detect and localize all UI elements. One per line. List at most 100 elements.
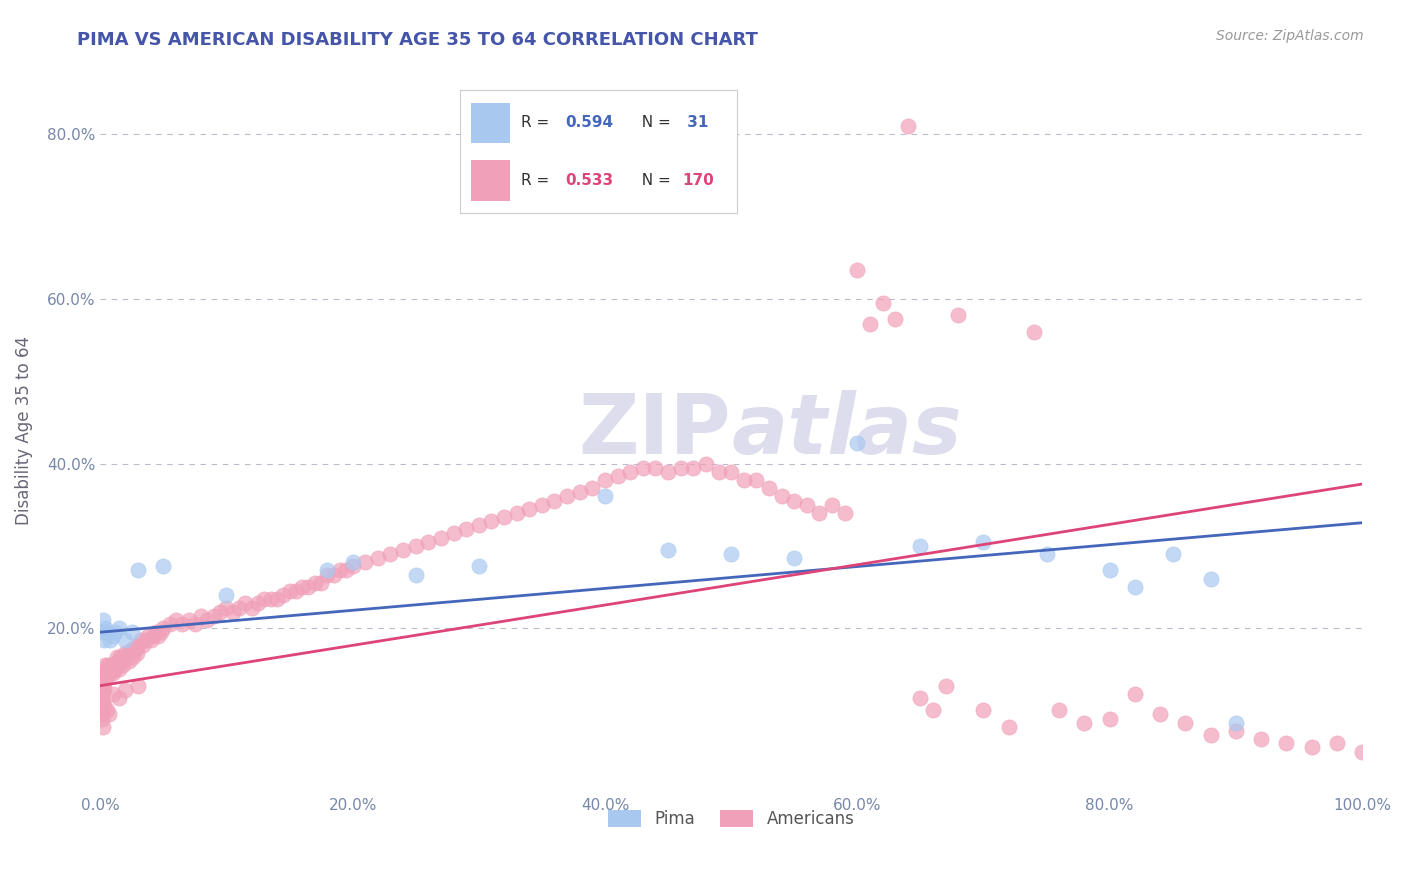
Point: [222, 605, 245, 619]
Point: [108, 662, 131, 676]
Point: [129, 633, 152, 648]
Point: [253, 592, 276, 607]
Point: [104, 662, 127, 676]
Point: [1199, 572, 1222, 586]
Y-axis label: Disability Age 35 to 64: Disability Age 35 to 64: [15, 336, 32, 525]
Point: [132, 638, 155, 652]
Point: [91, 682, 114, 697]
Point: [316, 564, 339, 578]
Point: [291, 580, 314, 594]
Point: [1225, 723, 1247, 738]
Point: [90, 687, 112, 701]
Point: [1123, 687, 1146, 701]
Point: [834, 506, 856, 520]
Point: [93, 666, 115, 681]
Point: [1035, 547, 1057, 561]
Point: [1199, 728, 1222, 742]
Point: [110, 649, 132, 664]
Point: [479, 514, 502, 528]
Point: [1301, 740, 1323, 755]
Point: [543, 493, 565, 508]
Point: [707, 465, 730, 479]
Point: [783, 551, 806, 566]
Point: [1225, 715, 1247, 730]
Point: [90, 679, 112, 693]
Point: [96, 670, 118, 684]
Point: [107, 654, 129, 668]
Point: [367, 551, 389, 566]
Point: [122, 649, 145, 664]
Point: [90, 712, 112, 726]
Point: [139, 633, 162, 648]
Point: [745, 473, 768, 487]
Point: [215, 588, 238, 602]
Point: [90, 679, 112, 693]
Point: [517, 501, 540, 516]
Point: [145, 625, 167, 640]
Point: [94, 621, 117, 635]
Point: [304, 575, 326, 590]
Point: [127, 638, 149, 652]
Point: [97, 666, 120, 681]
Point: [581, 481, 603, 495]
Point: [90, 674, 112, 689]
Point: [695, 457, 717, 471]
Point: [114, 646, 136, 660]
Point: [108, 621, 131, 635]
Point: [997, 720, 1019, 734]
Point: [93, 682, 115, 697]
Point: [184, 617, 207, 632]
Point: [910, 539, 932, 553]
Point: [278, 584, 301, 599]
Text: Source: ZipAtlas.com: Source: ZipAtlas.com: [1216, 29, 1364, 43]
Point: [101, 658, 124, 673]
Legend: Pima, Americans: Pima, Americans: [600, 804, 862, 835]
Point: [90, 695, 112, 709]
Point: [103, 658, 125, 673]
Point: [897, 119, 920, 133]
Point: [91, 670, 114, 684]
Point: [142, 629, 165, 643]
Point: [619, 465, 641, 479]
Point: [98, 662, 121, 676]
Point: [593, 490, 616, 504]
Point: [190, 608, 212, 623]
Point: [90, 682, 112, 697]
Point: [125, 646, 148, 660]
Point: [1098, 564, 1121, 578]
Point: [159, 617, 181, 632]
Point: [808, 506, 831, 520]
Text: PIMA VS AMERICAN DISABILITY AGE 35 TO 64 CORRELATION CHART: PIMA VS AMERICAN DISABILITY AGE 35 TO 64…: [77, 31, 758, 49]
Point: [593, 473, 616, 487]
Point: [100, 662, 122, 676]
Point: [1073, 715, 1095, 730]
Point: [922, 703, 945, 717]
Point: [266, 592, 288, 607]
Point: [682, 460, 704, 475]
Point: [112, 649, 135, 664]
Point: [101, 629, 124, 643]
Point: [165, 613, 187, 627]
Point: [152, 559, 174, 574]
Point: [669, 460, 692, 475]
Point: [284, 584, 307, 599]
Point: [90, 670, 112, 684]
Point: [197, 613, 219, 627]
Point: [202, 608, 225, 623]
Point: [124, 641, 146, 656]
Point: [1161, 547, 1184, 561]
Point: [152, 621, 174, 635]
Point: [108, 654, 131, 668]
Point: [96, 703, 118, 717]
Text: atlas: atlas: [731, 390, 962, 471]
Point: [98, 666, 121, 681]
Point: [456, 522, 478, 536]
Point: [380, 547, 402, 561]
Point: [96, 666, 118, 681]
Point: [108, 691, 131, 706]
Point: [177, 613, 200, 627]
Text: ZIP: ZIP: [579, 390, 731, 471]
Point: [117, 646, 139, 660]
Point: [90, 707, 112, 722]
Point: [235, 596, 257, 610]
